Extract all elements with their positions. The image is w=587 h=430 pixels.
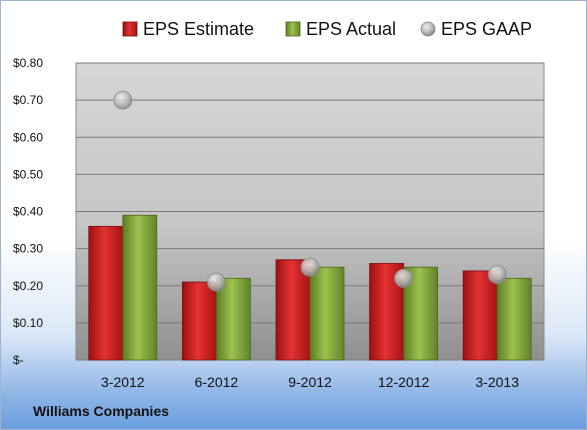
bar-eps-estimate-3-2013 <box>462 270 498 361</box>
y-tick-label: $0.10 <box>13 316 43 330</box>
x-tick-label: 12-2012 <box>378 374 430 390</box>
point-eps-gaap-12-2012 <box>394 268 414 288</box>
bars <box>88 214 532 361</box>
legend-label: EPS GAAP <box>441 19 532 39</box>
point-eps-gaap-6-2012 <box>206 272 226 292</box>
y-tick-label: $0.60 <box>13 130 43 144</box>
company-name: Williams Companies <box>33 403 170 419</box>
y-tick-label: $0.40 <box>13 205 43 219</box>
bar-eps-estimate-9-2012 <box>275 259 311 361</box>
x-tick-label: 9-2012 <box>288 374 332 390</box>
legend-label: EPS Estimate <box>143 19 254 39</box>
bar-eps-estimate-3-2012 <box>88 225 124 361</box>
y-tick-label: $- <box>13 353 24 367</box>
y-tick-label: $0.70 <box>13 93 43 107</box>
legend-swatch <box>285 21 301 37</box>
point-eps-gaap-9-2012 <box>300 257 320 277</box>
x-tick-label: 3-2013 <box>475 374 519 390</box>
gaap-points <box>113 90 507 292</box>
x-tick-label: 6-2012 <box>195 374 239 390</box>
y-axis-ticks: $- $0.10 $0.20 $0.30 $0.40 $0.50 $0.60 $0.70 $0.… <box>13 56 43 367</box>
point-eps-gaap-3-2013 <box>487 265 507 285</box>
legend-label: EPS Actual <box>306 19 396 39</box>
y-tick-label: $0.20 <box>13 279 43 293</box>
bar-eps-actual-9-2012 <box>309 266 345 361</box>
y-tick-label: $0.30 <box>13 242 43 256</box>
bar-eps-actual-3-2013 <box>496 277 532 361</box>
legend-swatch <box>122 21 138 37</box>
bar-eps-actual-3-2012 <box>122 214 158 361</box>
legend-swatch <box>420 21 436 37</box>
legend: EPS Estimate EPS Actual EPS GAAP <box>122 19 532 39</box>
point-eps-gaap-3-2012 <box>113 90 133 110</box>
x-tick-label: 3-2012 <box>101 374 145 390</box>
bar-eps-actual-6-2012 <box>215 277 251 361</box>
y-tick-label: $0.80 <box>13 56 43 70</box>
bar-eps-estimate-6-2012 <box>181 281 217 361</box>
y-tick-label: $0.50 <box>13 167 43 181</box>
x-axis-ticks: 3-2012 6-2012 9-2012 12-2012 3-2013 <box>101 374 519 390</box>
